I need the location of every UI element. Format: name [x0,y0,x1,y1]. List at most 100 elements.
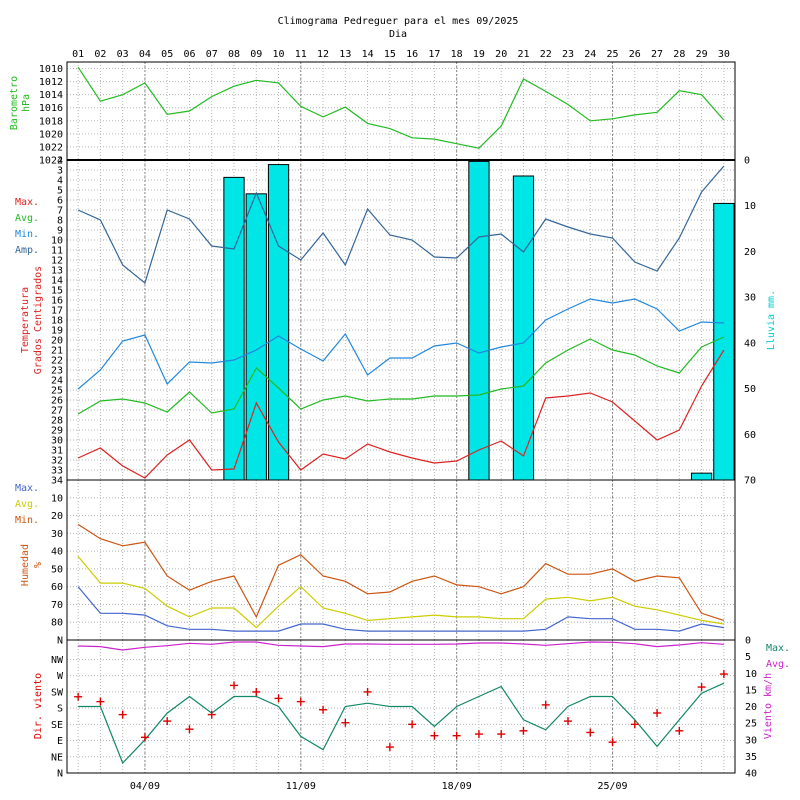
hum-tick-label: 30 [51,529,63,540]
day-label: 01 [72,49,84,60]
day-label: 24 [584,49,596,60]
pressure-ylabel-unit: hPa [21,94,32,112]
hum-tick-label: 60 [51,582,63,593]
rain-tick-label: 20 [744,247,756,258]
hum-avg-series [77,556,724,629]
temp-tick-label: 15 [51,286,63,297]
dir-tick-label: E [57,736,63,747]
wind-tick-label: 10 [745,669,757,680]
rain-tick-label: 0 [744,156,750,167]
rain-tick-label: 60 [744,430,756,441]
temp-tick-label: 7 [57,206,63,217]
temp-tick-label: 21 [51,346,63,357]
rain-tick-label: 70 [744,476,756,487]
rain-tick-label: 50 [744,384,756,395]
temp-tick-label: 25 [51,386,63,397]
rain-bar [245,193,267,481]
pressure-series [77,66,725,149]
wind-tick-label: 5 [745,652,751,663]
temp-min-series [77,298,724,390]
hum-ylabel-unit: % [33,562,44,568]
rain-bar [713,202,735,481]
temp-tick-label: 10 [51,236,63,247]
temp-ylabel: Temperatura [20,287,31,353]
dir-tick-label: W [57,671,64,682]
temp-tick-label: 8 [57,216,63,227]
rain-tick-label: 30 [744,293,756,304]
temp-tick-label: 6 [57,196,63,207]
temp-max-series [77,349,725,479]
temp-tick-label: 34 [51,476,63,487]
rain-tick-label: 40 [744,338,756,349]
wind-tick-label: 0 [745,636,751,647]
week-label: 11/09 [286,781,316,792]
wind-max-series [78,682,725,765]
temp-legend-item: Amp. [15,245,39,256]
rain-bar [223,176,245,481]
day-label: 05 [161,49,173,60]
temp-tick-label: 9 [57,226,63,237]
day-label: 19 [473,49,485,60]
temp-tick-label: 27 [51,406,63,417]
wind-tick-label: 30 [745,735,757,746]
hum-tick-label: 20 [51,511,63,522]
temp-tick-label: 14 [51,276,63,287]
day-label: 18 [451,49,463,60]
day-label: 04 [139,49,151,60]
hum-bottom-label: N [57,636,63,647]
day-label: 23 [562,49,574,60]
day-label: 08 [228,49,240,60]
chart-layer: 01 02 03 04 05 06 07 08 09 10 11 12 13 14 15 16 17 18 19 20… [9,49,790,792]
wind-tick-label: 40 [745,769,757,780]
day-label: 10 [273,49,285,60]
day-label: 14 [362,49,374,60]
dir-tick-label: SW [51,687,64,698]
rain-bar [468,160,490,481]
temp-tick-label: 13 [51,266,63,277]
dir-tick-label: N [57,769,63,780]
dir-tick-label: NE [51,752,63,763]
temp-tick-label: 17 [51,306,63,317]
pressure-tick-label: 1020 [39,129,63,140]
temp-amp-series [77,165,725,285]
temp-tick-label: 24 [51,376,63,387]
temp-tick-label: 18 [51,316,63,327]
temp-tick-label: 29 [51,426,63,437]
wind-y2label: Viento km/h [763,673,774,739]
pressure-tick-label: 1018 [39,116,63,127]
pressure-ylabel: Barometro [9,76,20,130]
temp-legend-item: Max. [15,197,39,208]
hum-tick-label: 10 [51,493,63,504]
pressure-tick-label: 1014 [39,90,63,101]
day-label: 26 [629,49,641,60]
hum-tick-label: 50 [51,564,63,575]
day-label: 28 [673,49,685,60]
temp-tick-label: 4 [57,176,63,187]
rain-bar [690,472,713,481]
day-label: 06 [183,49,195,60]
temp-tick-label: 28 [51,416,63,427]
hum-max-series [77,586,724,632]
temp-tick-label: 26 [51,396,63,407]
day-label: 13 [339,49,351,60]
wind-tick-label: 25 [745,719,757,730]
temp-tick-label: 20 [51,336,63,347]
hum-legend-item: Min. [15,515,39,526]
day-label: 17 [428,49,440,60]
temp-tick-label: 3 [57,166,63,177]
day-label: 15 [384,49,396,60]
pressure-tick-label: 1022 [39,142,63,153]
dir-tick-label: SE [51,720,63,731]
temp-tick-label: 31 [51,446,63,457]
day-label: 29 [696,49,708,60]
temp-tick-label: 30 [51,436,63,447]
day-label: 03 [117,49,129,60]
day-label: 21 [517,49,529,60]
temp-tick-label: 33 [51,466,63,477]
temp-tick-label: 19 [51,326,63,337]
day-label: 11 [295,49,307,60]
wind-legend-max: Max. [766,643,790,654]
dir-tick-label: NW [51,655,64,666]
temp-tick-label: 12 [51,256,63,267]
